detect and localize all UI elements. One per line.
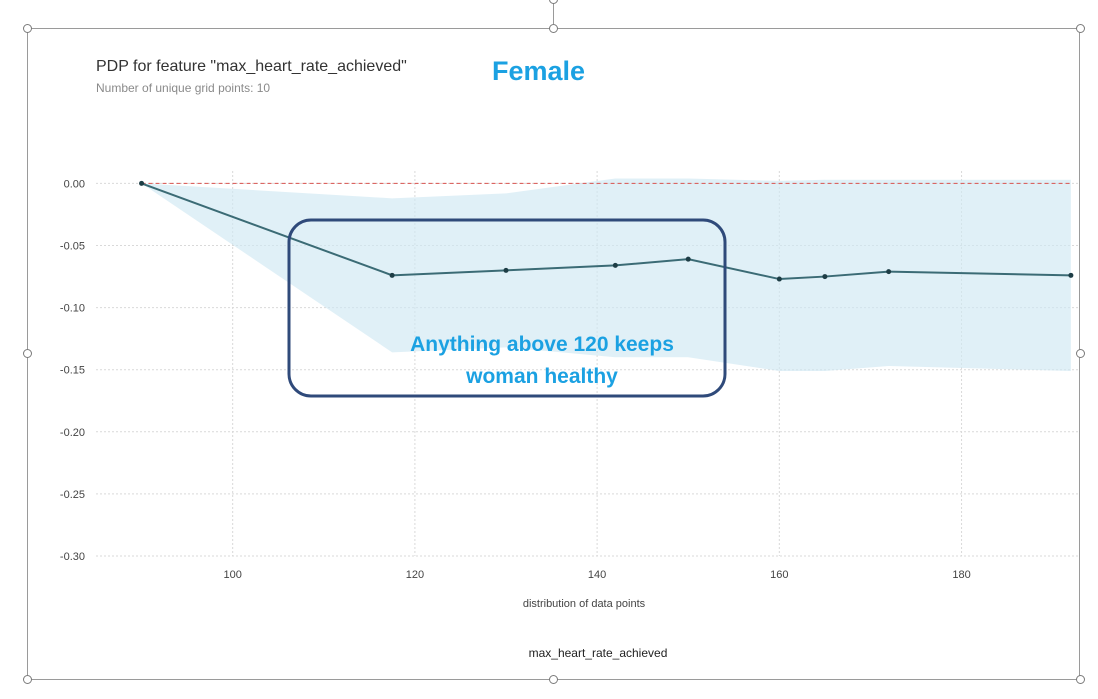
resize-handle-bottom-left[interactable] (23, 675, 32, 684)
pdp-point (776, 276, 782, 282)
y-tick-label: -0.30 (60, 551, 85, 563)
female-label: Female (492, 56, 585, 86)
pdp-points-layer (139, 180, 1074, 282)
tick-labels: 0.00 -0.05 -0.10 -0.15 -0.20 -0.25 -0.30 100 120… (60, 178, 971, 581)
callout-text-line1: Anything above 120 keeps (410, 333, 674, 356)
resize-handle-top-left[interactable] (23, 24, 32, 33)
pdp-point (612, 262, 618, 268)
x-axis-caption: distribution of data points (523, 598, 646, 610)
pdp-point (1068, 272, 1074, 278)
resize-handle-bottom-middle[interactable] (549, 675, 558, 684)
callout-box (287, 218, 727, 398)
y-tick-label: -0.20 (60, 427, 85, 439)
chart-title: PDP for feature "max_heart_rate_achieved… (96, 58, 407, 75)
rotation-handle-stem (553, 0, 554, 24)
y-tick-label: -0.10 (60, 303, 85, 315)
pdp-point (503, 267, 509, 273)
chart-subtitle: Number of unique grid points: 10 (96, 81, 270, 95)
x-tick-label: 160 (770, 569, 788, 581)
resize-handle-top-middle[interactable] (549, 24, 558, 33)
y-tick-label: -0.15 (60, 365, 85, 377)
x-tick-label: 100 (223, 569, 241, 581)
y-tick-label: 0.00 (64, 178, 85, 190)
pdp-point (139, 180, 145, 186)
resize-handle-bottom-right[interactable] (1076, 675, 1085, 684)
resize-handle-middle-right[interactable] (1076, 349, 1085, 358)
pdp-point (822, 274, 828, 280)
x-tick-label: 180 (952, 569, 970, 581)
y-tick-label: -0.05 (60, 241, 85, 253)
pdp-point (685, 256, 691, 262)
x-axis-label: max_heart_rate_achieved (529, 646, 668, 660)
callout-text-line2: woman healthy (465, 365, 618, 388)
pdp-point (886, 269, 892, 275)
x-tick-label: 140 (588, 569, 606, 581)
pdp-point (389, 272, 395, 278)
confidence-band (141, 178, 1071, 371)
resize-handle-middle-left[interactable] (23, 349, 32, 358)
x-tick-label: 120 (406, 569, 424, 581)
resize-handle-top-right[interactable] (1076, 24, 1085, 33)
confidence-band-layer (141, 178, 1071, 371)
y-tick-label: -0.25 (60, 489, 85, 501)
